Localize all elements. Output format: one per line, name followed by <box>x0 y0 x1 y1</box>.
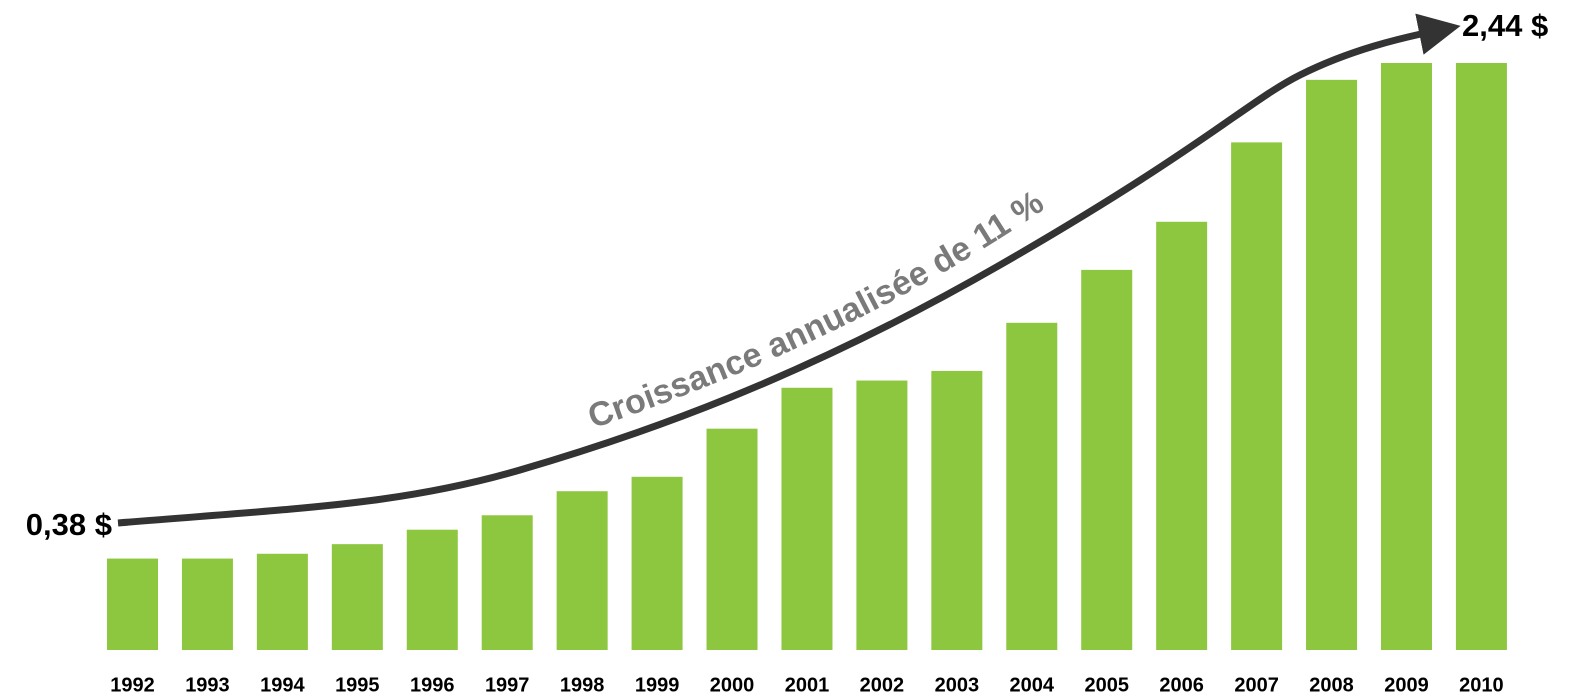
x-tick-label: 2000 <box>710 674 755 696</box>
growth-arrow <box>117 13 1461 527</box>
bar <box>406 529 458 650</box>
bar <box>481 515 533 650</box>
end-label: 2,44 $ <box>1462 8 1548 43</box>
x-tick-label: 1996 <box>410 674 455 696</box>
bar <box>256 553 308 650</box>
bar <box>706 428 758 650</box>
x-tick-label: 2007 <box>1234 674 1279 696</box>
x-tick-label: 2006 <box>1159 674 1204 696</box>
bar <box>931 370 983 650</box>
bar <box>1306 79 1358 651</box>
x-tick-label: 1999 <box>635 674 680 696</box>
bar <box>1081 269 1133 650</box>
x-tick-label: 1992 <box>110 674 155 696</box>
bar <box>556 491 608 650</box>
start-label: 0,38 $ <box>26 507 112 542</box>
x-tick-label: 2008 <box>1309 674 1354 696</box>
bar <box>631 476 683 650</box>
bar <box>781 387 833 650</box>
x-tick-label: 2002 <box>860 674 905 696</box>
x-tick-label: 1993 <box>185 674 230 696</box>
bar <box>1006 322 1058 650</box>
bar <box>331 544 383 650</box>
x-tick-label: 2009 <box>1384 674 1429 696</box>
x-tick-label: 1998 <box>560 674 605 696</box>
x-tick-label: 1995 <box>335 674 380 696</box>
x-tick-label: 1997 <box>485 674 530 696</box>
bar <box>181 558 233 650</box>
x-tick-label: 2005 <box>1084 674 1129 696</box>
bar <box>1380 63 1432 650</box>
bars <box>107 63 1507 651</box>
x-tick-label: 2003 <box>935 674 980 696</box>
x-tick-label: 2010 <box>1459 674 1504 696</box>
x-tick-label: 2001 <box>785 674 830 696</box>
x-tick-label: 2004 <box>1010 674 1055 696</box>
bar <box>1455 63 1507 650</box>
bar <box>107 558 158 650</box>
bar <box>1156 221 1208 650</box>
x-tick-label: 1994 <box>260 674 305 696</box>
bar <box>1231 142 1283 650</box>
bar <box>856 380 908 650</box>
